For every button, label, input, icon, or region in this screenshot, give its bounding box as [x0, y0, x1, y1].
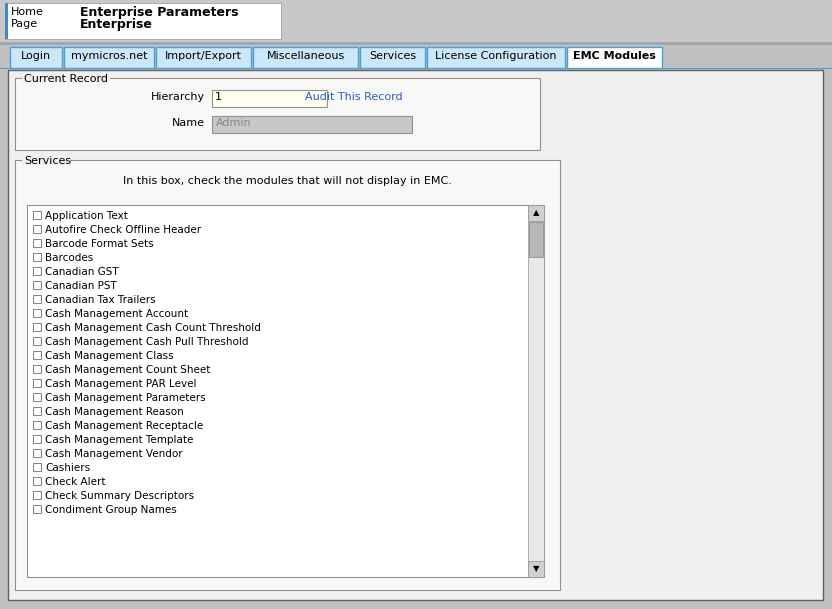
Bar	[33, 393, 41, 401]
Text: mymicros.net: mymicros.net	[71, 51, 147, 61]
Bar	[33, 435, 41, 443]
Bar	[33, 449, 41, 457]
Text: Check Alert: Check Alert	[45, 477, 106, 487]
Text: 1: 1	[215, 92, 222, 102]
Text: Cashiers: Cashiers	[45, 463, 90, 473]
Bar	[33, 295, 41, 303]
Text: Condiment Group Names: Condiment Group Names	[45, 505, 176, 515]
Bar	[0, 42, 832, 45]
Bar	[33, 211, 41, 219]
Text: Services: Services	[369, 51, 416, 61]
Text: Import/Export: Import/Export	[165, 51, 242, 61]
Text: Cash Management Class: Cash Management Class	[45, 351, 174, 361]
Text: Admin: Admin	[216, 118, 251, 128]
Text: Services: Services	[24, 156, 71, 166]
Text: Enterprise: Enterprise	[80, 18, 153, 31]
Bar	[33, 421, 41, 429]
Bar	[528, 561, 544, 577]
Text: Cash Management Count Sheet: Cash Management Count Sheet	[45, 365, 210, 375]
Bar	[427, 47, 565, 68]
Bar	[15, 160, 560, 590]
Text: Cash Management Receptacle: Cash Management Receptacle	[45, 421, 203, 431]
Text: ▼: ▼	[532, 565, 539, 574]
Text: Canadian PST: Canadian PST	[45, 281, 116, 291]
Text: Miscellaneous: Miscellaneous	[266, 51, 344, 61]
Bar	[33, 379, 41, 387]
Bar	[27, 205, 544, 577]
Text: Audit This Record: Audit This Record	[305, 92, 403, 102]
Bar	[529, 222, 543, 257]
Text: In this box, check the modules that will not display in EMC.: In this box, check the modules that will…	[123, 176, 452, 186]
Bar	[212, 90, 327, 107]
Text: Canadian Tax Trailers: Canadian Tax Trailers	[45, 295, 156, 305]
Text: Cash Management Cash Count Threshold: Cash Management Cash Count Threshold	[45, 323, 261, 333]
Text: Cash Management Reason: Cash Management Reason	[45, 407, 184, 417]
Text: ▲: ▲	[532, 208, 539, 217]
Bar	[253, 47, 358, 68]
Text: Page: Page	[11, 19, 38, 29]
Bar	[33, 253, 41, 261]
Bar	[33, 491, 41, 499]
Bar	[33, 477, 41, 485]
Bar	[10, 47, 62, 68]
Bar	[528, 205, 544, 577]
Text: Login: Login	[21, 51, 51, 61]
Text: Current Record: Current Record	[24, 74, 108, 84]
Text: Canadian GST: Canadian GST	[45, 267, 119, 277]
Text: License Configuration: License Configuration	[435, 51, 557, 61]
Bar	[0, 0, 832, 42]
Bar	[33, 505, 41, 513]
Text: Cash Management Parameters: Cash Management Parameters	[45, 393, 206, 403]
Text: Hierarchy: Hierarchy	[151, 92, 205, 102]
Text: Autofire Check Offline Header: Autofire Check Offline Header	[45, 225, 201, 235]
Bar	[33, 351, 41, 359]
Text: Home: Home	[11, 7, 44, 17]
Text: Check Summary Descriptors: Check Summary Descriptors	[45, 491, 194, 501]
Text: Enterprise Parameters: Enterprise Parameters	[80, 6, 239, 19]
Text: Application Text: Application Text	[45, 211, 128, 221]
Bar	[33, 463, 41, 471]
Bar	[33, 267, 41, 275]
Text: EMC Modules: EMC Modules	[573, 51, 656, 61]
Bar	[33, 225, 41, 233]
Text: Cash Management Template: Cash Management Template	[45, 435, 193, 445]
Text: Barcodes: Barcodes	[45, 253, 93, 263]
Text: Cash Management Cash Pull Threshold: Cash Management Cash Pull Threshold	[45, 337, 249, 347]
Bar	[212, 116, 412, 133]
Text: Name: Name	[172, 118, 205, 128]
Bar	[33, 365, 41, 373]
Bar	[156, 47, 251, 68]
Bar	[15, 78, 540, 150]
Bar	[33, 281, 41, 289]
Text: Cash Management Account: Cash Management Account	[45, 309, 188, 319]
Bar	[33, 337, 41, 345]
Bar	[5, 3, 281, 39]
Text: Barcode Format Sets: Barcode Format Sets	[45, 239, 154, 249]
Text: Cash Management Vendor: Cash Management Vendor	[45, 449, 183, 459]
Bar	[22, 155, 70, 165]
Bar	[64, 47, 154, 68]
Bar	[528, 205, 544, 221]
Text: Cash Management PAR Level: Cash Management PAR Level	[45, 379, 196, 389]
Bar	[33, 407, 41, 415]
Bar	[0, 68, 832, 69]
Bar	[8, 70, 823, 600]
Bar	[33, 309, 41, 317]
Bar	[5, 3, 8, 39]
Bar	[22, 73, 110, 83]
Bar	[360, 47, 425, 68]
Bar	[33, 323, 41, 331]
Bar	[567, 47, 662, 68]
Bar	[33, 239, 41, 247]
